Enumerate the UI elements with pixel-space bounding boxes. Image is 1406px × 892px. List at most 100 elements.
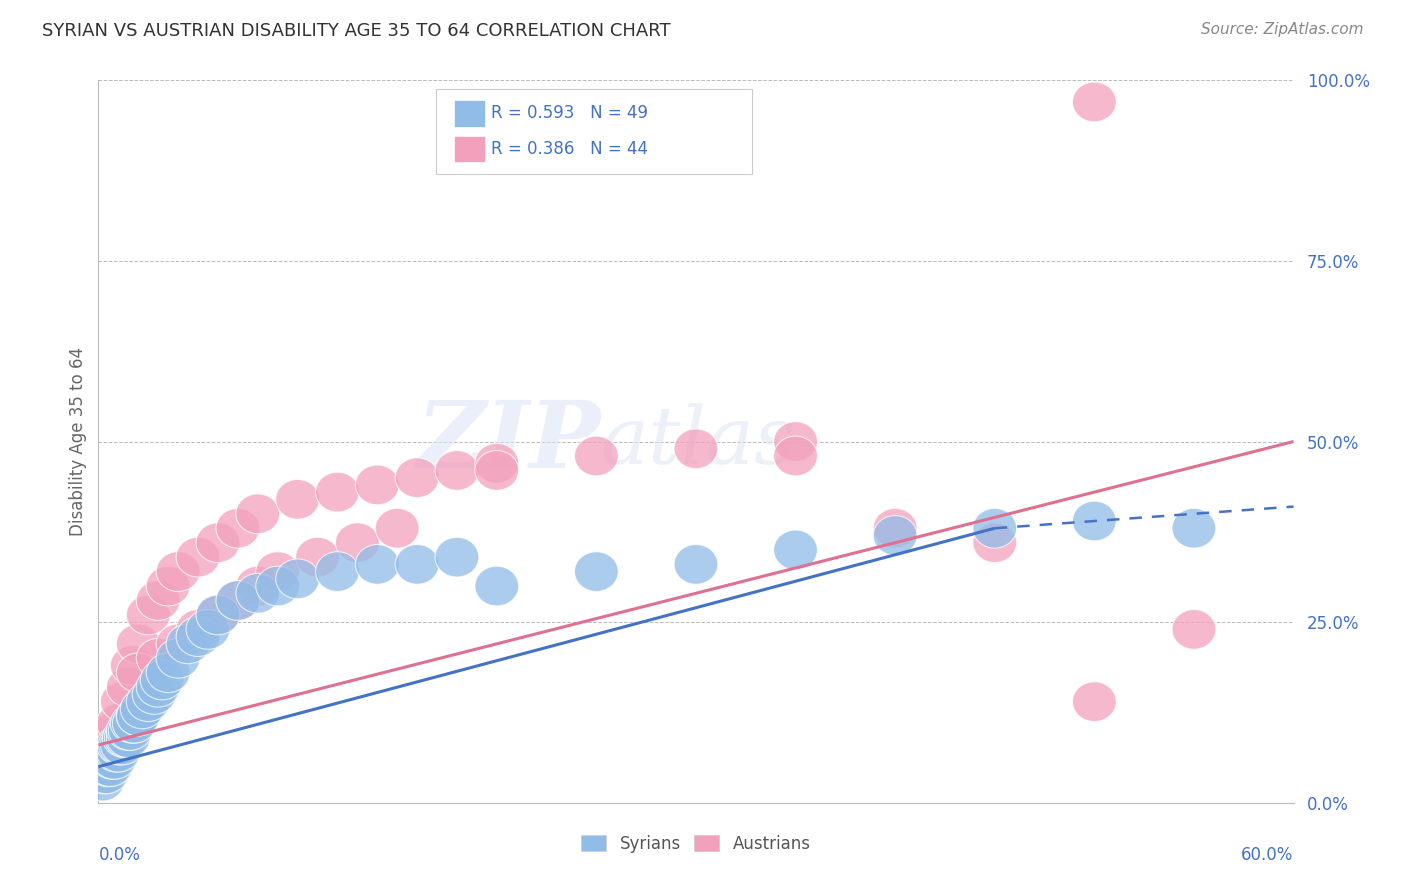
Ellipse shape bbox=[100, 681, 145, 722]
Ellipse shape bbox=[236, 566, 280, 606]
Ellipse shape bbox=[475, 450, 519, 491]
Ellipse shape bbox=[87, 747, 131, 787]
Ellipse shape bbox=[195, 595, 240, 635]
Ellipse shape bbox=[156, 639, 200, 678]
Ellipse shape bbox=[93, 739, 136, 780]
Text: R = 0.386   N = 44: R = 0.386 N = 44 bbox=[491, 140, 648, 158]
Text: ZIP: ZIP bbox=[416, 397, 600, 486]
Ellipse shape bbox=[217, 581, 260, 620]
Ellipse shape bbox=[146, 566, 190, 606]
Ellipse shape bbox=[107, 711, 150, 750]
Ellipse shape bbox=[112, 704, 156, 743]
Ellipse shape bbox=[475, 443, 519, 483]
Ellipse shape bbox=[276, 559, 319, 599]
Ellipse shape bbox=[87, 732, 131, 772]
Ellipse shape bbox=[100, 725, 145, 764]
Ellipse shape bbox=[98, 725, 142, 764]
Ellipse shape bbox=[575, 552, 619, 591]
Ellipse shape bbox=[97, 704, 141, 743]
Text: 0.0%: 0.0% bbox=[98, 847, 141, 864]
Ellipse shape bbox=[111, 704, 155, 743]
Y-axis label: Disability Age 35 to 64: Disability Age 35 to 64 bbox=[69, 347, 87, 536]
Legend: Syrians, Austrians: Syrians, Austrians bbox=[575, 828, 817, 860]
Ellipse shape bbox=[117, 697, 160, 736]
Ellipse shape bbox=[83, 747, 127, 787]
Ellipse shape bbox=[156, 552, 200, 591]
Ellipse shape bbox=[89, 747, 132, 787]
Ellipse shape bbox=[375, 508, 419, 548]
Ellipse shape bbox=[83, 754, 127, 794]
Ellipse shape bbox=[107, 667, 150, 707]
Ellipse shape bbox=[186, 609, 231, 649]
Text: Source: ZipAtlas.com: Source: ZipAtlas.com bbox=[1201, 22, 1364, 37]
Ellipse shape bbox=[90, 739, 135, 780]
Ellipse shape bbox=[104, 718, 148, 757]
Ellipse shape bbox=[166, 624, 209, 664]
Ellipse shape bbox=[575, 436, 619, 475]
Ellipse shape bbox=[121, 689, 165, 729]
Text: SYRIAN VS AUSTRIAN DISABILITY AGE 35 TO 64 CORRELATION CHART: SYRIAN VS AUSTRIAN DISABILITY AGE 35 TO … bbox=[42, 22, 671, 40]
Text: R = 0.593   N = 49: R = 0.593 N = 49 bbox=[491, 104, 648, 122]
Ellipse shape bbox=[1073, 681, 1116, 722]
Ellipse shape bbox=[97, 725, 141, 764]
Ellipse shape bbox=[195, 523, 240, 563]
Ellipse shape bbox=[434, 537, 479, 577]
Ellipse shape bbox=[236, 574, 280, 613]
Ellipse shape bbox=[127, 595, 170, 635]
Ellipse shape bbox=[773, 436, 817, 475]
Ellipse shape bbox=[90, 725, 135, 764]
Ellipse shape bbox=[117, 624, 160, 664]
Ellipse shape bbox=[94, 732, 138, 772]
Ellipse shape bbox=[108, 711, 152, 750]
Ellipse shape bbox=[475, 566, 519, 606]
Ellipse shape bbox=[146, 653, 190, 692]
Ellipse shape bbox=[80, 761, 124, 801]
Ellipse shape bbox=[176, 616, 219, 657]
Ellipse shape bbox=[673, 429, 718, 468]
Ellipse shape bbox=[156, 624, 200, 664]
Ellipse shape bbox=[111, 646, 155, 685]
Ellipse shape bbox=[434, 450, 479, 491]
Text: 60.0%: 60.0% bbox=[1241, 847, 1294, 864]
Ellipse shape bbox=[107, 718, 150, 757]
Ellipse shape bbox=[256, 552, 299, 591]
Ellipse shape bbox=[673, 544, 718, 584]
Ellipse shape bbox=[176, 537, 219, 577]
Ellipse shape bbox=[84, 754, 128, 794]
Ellipse shape bbox=[176, 609, 219, 649]
Ellipse shape bbox=[1073, 82, 1116, 122]
Ellipse shape bbox=[356, 544, 399, 584]
Ellipse shape bbox=[773, 422, 817, 461]
Ellipse shape bbox=[136, 581, 180, 620]
Ellipse shape bbox=[356, 465, 399, 505]
Ellipse shape bbox=[87, 747, 131, 787]
Ellipse shape bbox=[103, 718, 146, 757]
Ellipse shape bbox=[395, 544, 439, 584]
Ellipse shape bbox=[217, 508, 260, 548]
Ellipse shape bbox=[256, 566, 299, 606]
Ellipse shape bbox=[336, 523, 380, 563]
Ellipse shape bbox=[1173, 609, 1216, 649]
Ellipse shape bbox=[236, 494, 280, 533]
Ellipse shape bbox=[315, 472, 360, 512]
Ellipse shape bbox=[1173, 508, 1216, 548]
Ellipse shape bbox=[773, 530, 817, 570]
Ellipse shape bbox=[873, 516, 917, 556]
Ellipse shape bbox=[395, 458, 439, 498]
Ellipse shape bbox=[973, 508, 1017, 548]
Ellipse shape bbox=[1073, 501, 1116, 541]
Ellipse shape bbox=[136, 667, 180, 707]
Ellipse shape bbox=[873, 508, 917, 548]
Ellipse shape bbox=[276, 480, 319, 519]
Ellipse shape bbox=[117, 697, 160, 736]
Ellipse shape bbox=[973, 523, 1017, 563]
Ellipse shape bbox=[217, 581, 260, 620]
Ellipse shape bbox=[141, 660, 184, 700]
Ellipse shape bbox=[94, 711, 138, 750]
Ellipse shape bbox=[97, 732, 141, 772]
Ellipse shape bbox=[117, 653, 160, 692]
Ellipse shape bbox=[136, 639, 180, 678]
Ellipse shape bbox=[132, 674, 176, 714]
Ellipse shape bbox=[295, 537, 339, 577]
Ellipse shape bbox=[127, 681, 170, 722]
